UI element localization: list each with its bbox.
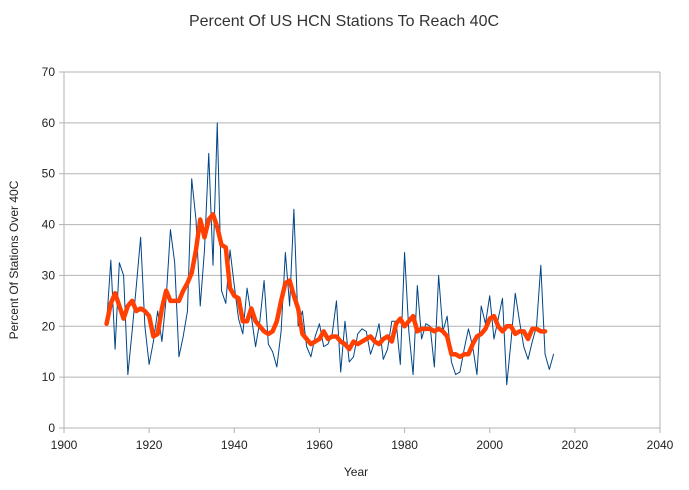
x-tick-label: 2000 [476,438,503,452]
x-axis-label: Year [344,465,368,479]
tick-labels: 0 10 20 30 40 50 60 70 1900 1920 1940 1960 1980 2000 2… [42,65,674,452]
y-axis-label: Percent Of Stations Over 40C [7,180,21,339]
chart-title: Percent Of US HCN Stations To Reach 40C [189,13,499,30]
x-tick-label: 1980 [391,438,418,452]
gridlines [59,71,661,433]
y-tick-label: 60 [42,116,56,130]
y-tick-label: 50 [42,167,56,181]
x-tick-label: 1960 [306,438,333,452]
y-tick-label: 0 [48,421,55,435]
y-tick-label: 20 [42,319,56,333]
y-tick-label: 70 [42,65,56,79]
y-tick-label: 40 [42,218,56,232]
series-line-smoothed [104,212,548,360]
x-tick-label: 1920 [136,438,163,452]
x-tick-label: 2040 [647,438,674,452]
series-layer [104,122,555,386]
y-tick-label: 30 [42,268,56,282]
x-tick-label: 2020 [562,438,589,452]
x-tick-label: 1940 [221,438,248,452]
x-tick-label: 1900 [51,438,78,452]
y-tick-label: 10 [42,370,56,384]
